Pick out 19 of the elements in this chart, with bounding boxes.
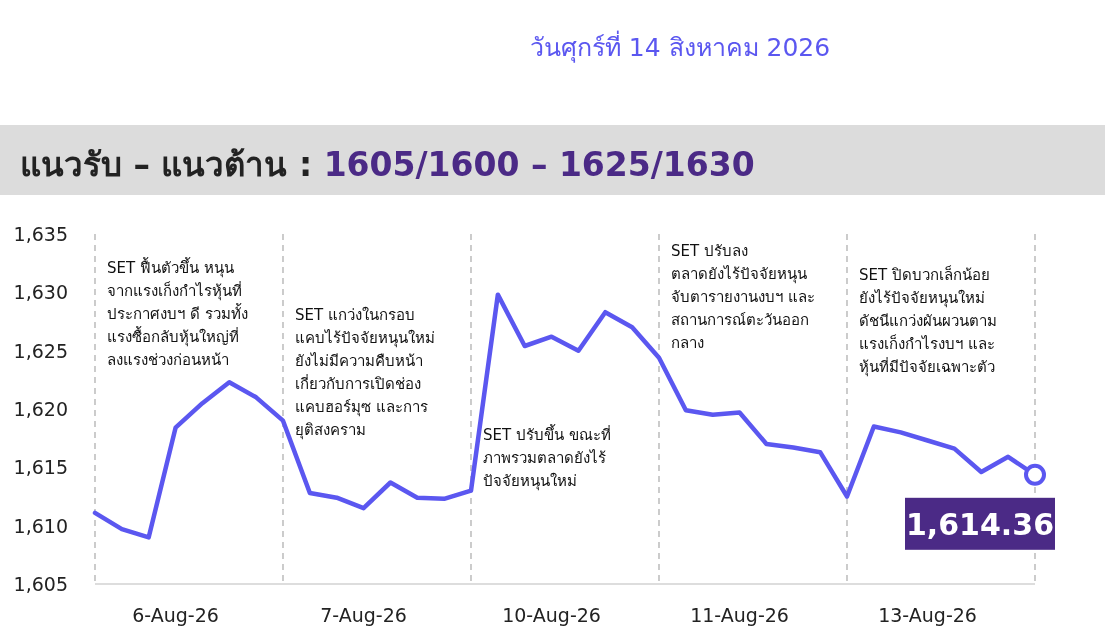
x-tick-label: 13-Aug-26	[878, 604, 977, 626]
annotation: SET ฟื้นตัวขึ้น หนุน จากแรงเก็งกำไรหุ้นที่ ประกาศงบฯ ดี รวมทั้ง แรงซื้อกลับหุ้นใหญ่ที่ ลงแรงช่วงก่อนหน้า	[107, 259, 248, 369]
x-tick-label: 11-Aug-26	[690, 604, 789, 626]
annotation: SET ปิดบวกเล็กน้อย ยังไร้ปัจจัยหนุนใหม่ ดัชนีแกว่งผันผวนตาม แรงเก็งกำไรงบฯ และ หุ้นที่มีปัจจัยเฉพาะตัว	[859, 266, 997, 376]
x-tick-label: 7-Aug-26	[320, 604, 407, 626]
y-tick-label: 1,605	[13, 573, 68, 595]
y-tick-label: 1,635	[13, 223, 68, 245]
y-tick-label: 1,615	[13, 456, 68, 479]
annotation: SET แกว่งในกรอบ แคบไร้ปัจจัยหนุนใหม่ ยังไม่มีความคืบหน้า เกี่ยวกับการเปิดช่อง แคบฮอร์มุซ และการ ยุติสงคราม	[295, 306, 435, 439]
annotation: SET ปรับขึ้น ขณะที่ ภาพรวมตลาดยังไร้ ปัจจัยหนุนใหม่	[483, 426, 611, 490]
annotation: SET ปรับลง ตลาดยังไร้ปัจจัยหนุน จับตารายงานงบฯ และ สถานการณ์ตะวันออก กลาง	[671, 242, 815, 352]
x-tick-label: 10-Aug-26	[502, 604, 601, 626]
y-tick-label: 1,620	[13, 398, 68, 420]
y-tick-label: 1,610	[13, 514, 68, 537]
x-tick-label: 6-Aug-26	[132, 604, 219, 626]
title: แนวรับ – แนวต้าน : 1605/1600 – 1625/1630	[20, 145, 755, 184]
y-tick-label: 1,625	[13, 339, 68, 362]
value-label: 1,614.36	[906, 506, 1054, 542]
y-tick-label: 1,630	[13, 281, 68, 304]
